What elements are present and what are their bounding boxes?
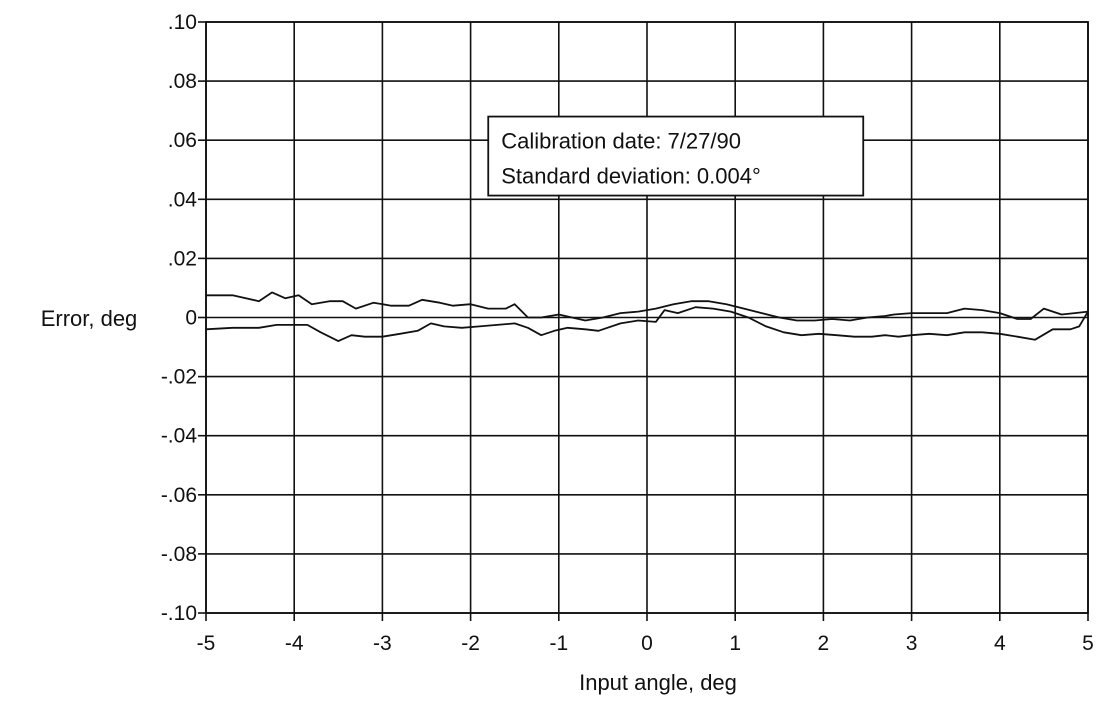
series-lines (205, 291, 1089, 343)
x-tick-label: 0 (641, 632, 653, 655)
x-tick-label: 2 (818, 632, 830, 655)
annotation-line: Standard deviation: 0.004° (501, 164, 761, 189)
x-tick-label: 1 (729, 632, 741, 655)
annotation: Calibration date: 7/27/90 Standard deviat… (487, 115, 865, 197)
y-axis-title: Error, deg (41, 306, 138, 331)
x-tick-label: 5 (1082, 632, 1094, 655)
series-line-1 (206, 291, 1089, 322)
x-tick-label: -4 (285, 632, 304, 655)
plot-frame (205, 21, 1089, 614)
axes: -5 -4 -3 -2 -1 0 1 2 3 4 5 .10 .08 .06 .04 .02 0 -.02 -.04… (161, 11, 1094, 655)
y-tick-label: 0 (185, 307, 197, 330)
y-tick-label: .04 (168, 188, 198, 211)
y-tick-label: .08 (168, 70, 197, 93)
series-line-2 (205, 306, 1089, 343)
y-tick-label: -.02 (161, 366, 197, 389)
x-tick-label: 4 (994, 632, 1006, 655)
annotation-line: Calibration date: 7/27/90 (501, 129, 741, 154)
x-tick-label: -1 (549, 632, 568, 655)
y-tick-label: -.06 (161, 484, 197, 507)
y-tick-label: .02 (168, 247, 197, 270)
annotation-box (487, 115, 865, 197)
y-tick-label: .10 (168, 11, 197, 34)
x-tick-label: -3 (373, 632, 392, 655)
x-tick-label: -2 (461, 632, 480, 655)
y-tick-label: -.04 (161, 425, 198, 448)
x-axis-title: Input angle, deg (579, 670, 737, 695)
y-tick-label: .06 (168, 129, 197, 152)
y-tick-label: -.08 (161, 543, 197, 566)
x-tick-label: -5 (197, 632, 216, 655)
x-tick-label: 3 (906, 632, 918, 655)
y-tick-label: -.10 (161, 602, 197, 625)
